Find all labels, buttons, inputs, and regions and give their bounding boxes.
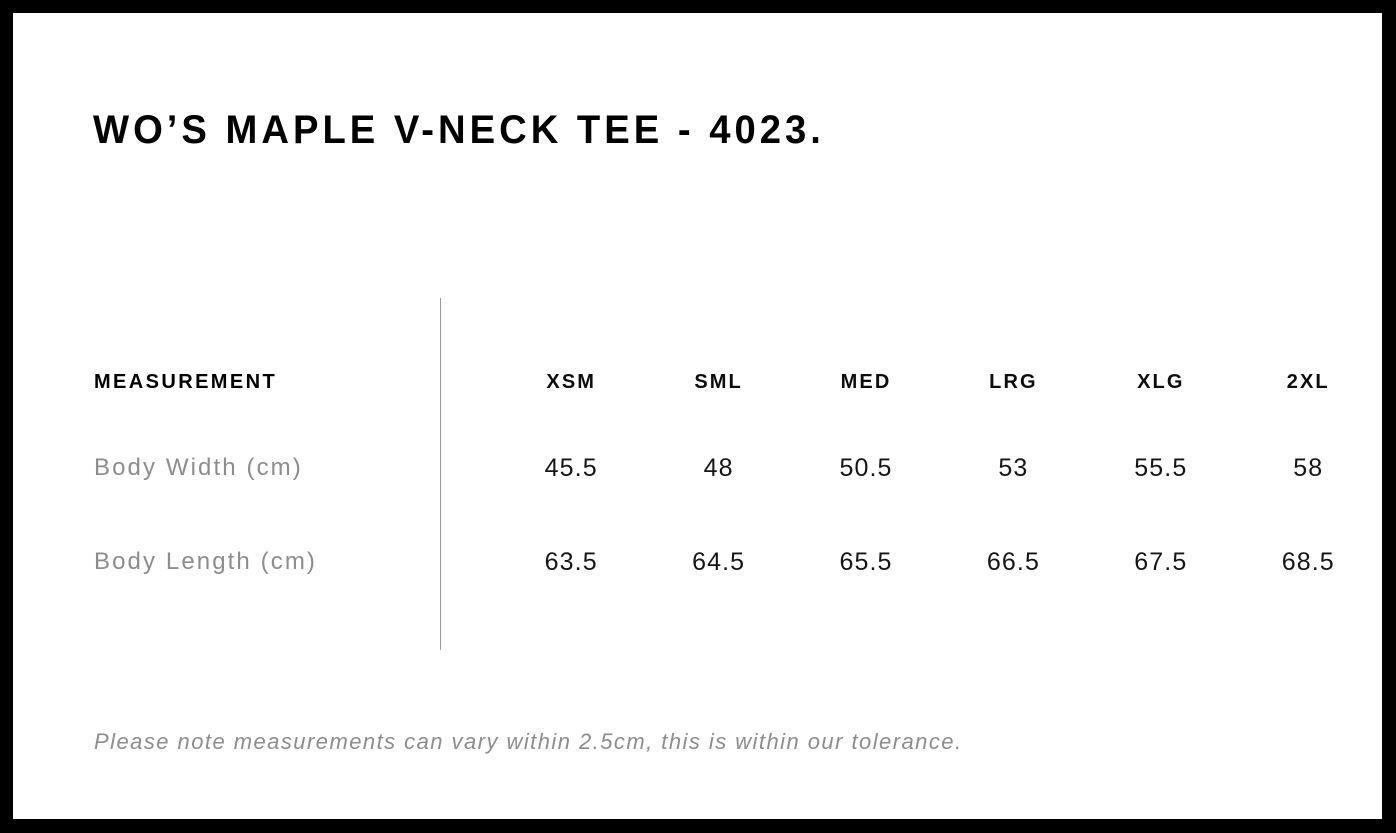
- column-header-med: MED: [840, 370, 892, 393]
- cell-body-width-xsm: 45.5: [544, 453, 598, 482]
- cell-body-length-sml: 64.5: [692, 547, 746, 576]
- table-row: Body Length (cm) 63.5 64.5 65.5 66.5 67.…: [13, 515, 1382, 609]
- column-header-2xl: 2XL: [1286, 370, 1330, 393]
- cell-body-width-xlg: 55.5: [1134, 453, 1188, 482]
- row-label-body-length: Body Length (cm): [94, 548, 318, 575]
- cell-body-width-med: 50.5: [839, 453, 893, 482]
- cell-body-length-xlg: 67.5: [1134, 547, 1188, 576]
- page-title: WO’S MAPLE V-NECK TEE - 4023.: [93, 108, 825, 152]
- size-chart-table: MEASUREMENT XSM SML MED LRG XLG 2XL Body…: [13, 343, 1382, 609]
- cell-body-width-sml: 48: [703, 453, 734, 482]
- cell-body-width-2xl: 58: [1293, 453, 1324, 482]
- row-label-body-width: Body Width (cm): [94, 454, 303, 481]
- table-header-row: MEASUREMENT XSM SML MED LRG XLG 2XL: [13, 343, 1382, 421]
- column-header-xlg: XLG: [1137, 370, 1185, 393]
- column-header-xsm: XSM: [546, 370, 597, 393]
- cell-body-length-2xl: 68.5: [1281, 547, 1335, 576]
- vertical-divider: [440, 298, 441, 650]
- column-header-measurement: MEASUREMENT: [94, 370, 278, 393]
- size-chart-canvas: WO’S MAPLE V-NECK TEE - 4023. MEASUREMEN…: [13, 13, 1382, 819]
- tolerance-footnote: Please note measurements can vary within…: [94, 729, 963, 754]
- cell-body-length-xsm: 63.5: [544, 547, 598, 576]
- cell-body-width-lrg: 53: [998, 453, 1029, 482]
- column-header-lrg: LRG: [989, 370, 1038, 393]
- table-row: Body Width (cm) 45.5 48 50.5 53 55.5 58: [13, 421, 1382, 515]
- cell-body-length-lrg: 66.5: [986, 547, 1040, 576]
- column-header-sml: SML: [694, 370, 743, 393]
- cell-body-length-med: 65.5: [839, 547, 893, 576]
